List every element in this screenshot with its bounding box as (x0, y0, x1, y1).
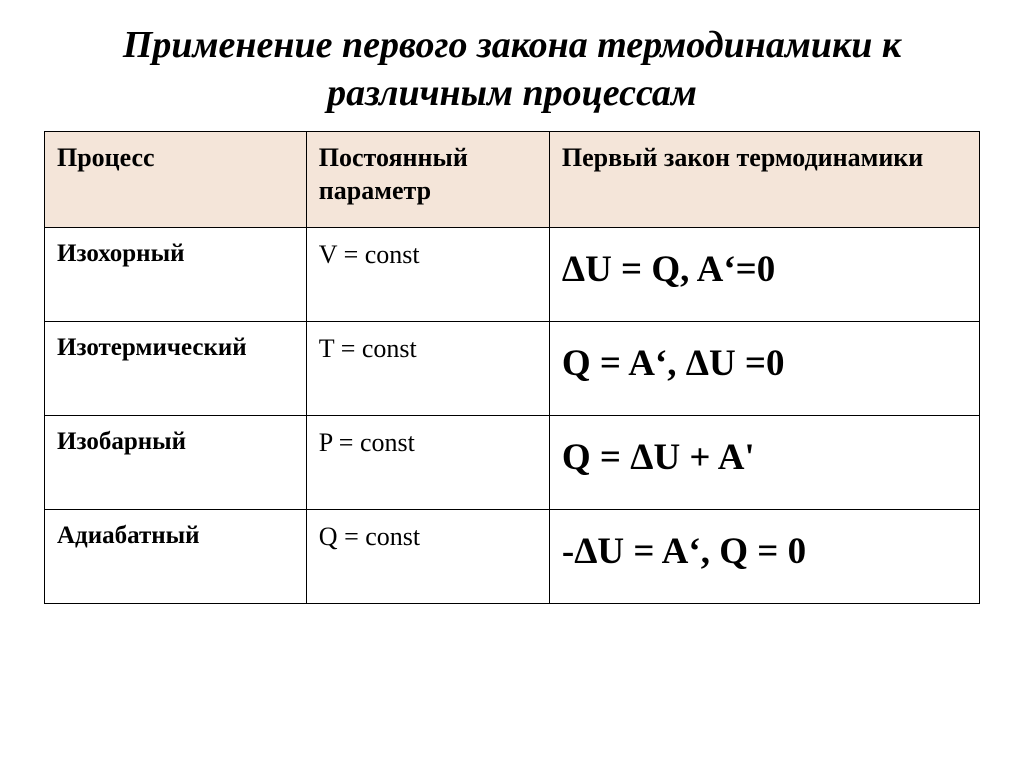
cell-law: Q = ΔU + A' (549, 416, 979, 510)
cell-process: Изотермический (45, 322, 307, 416)
cell-process: Изохорный (45, 228, 307, 322)
table-row: Адиабатный Q = const -ΔU = A‘, Q = 0 (45, 510, 980, 604)
table-row: Изобарный P = const Q = ΔU + A' (45, 416, 980, 510)
cell-law: Q = A‘, ΔU =0 (549, 322, 979, 416)
cell-law: -ΔU = A‘, Q = 0 (549, 510, 979, 604)
page-title: Применение первого закона термодинамики … (44, 22, 980, 117)
col-header-law: Первый закон термодинамики (549, 132, 979, 228)
table-row: Изотермический T = const Q = A‘, ΔU =0 (45, 322, 980, 416)
cell-param: V = const (306, 228, 549, 322)
cell-process: Изобарный (45, 416, 307, 510)
table-header-row: Процесс Постоянный параметр Первый закон… (45, 132, 980, 228)
cell-law: ΔU = Q, A‘=0 (549, 228, 979, 322)
col-header-param: Постоянный параметр (306, 132, 549, 228)
thermo-table: Процесс Постоянный параметр Первый закон… (44, 131, 980, 604)
cell-param: T = const (306, 322, 549, 416)
slide-page: Применение первого закона термодинамики … (0, 0, 1024, 644)
cell-process: Адиабатный (45, 510, 307, 604)
cell-param: P = const (306, 416, 549, 510)
col-header-process: Процесс (45, 132, 307, 228)
table-row: Изохорный V = const ΔU = Q, A‘=0 (45, 228, 980, 322)
cell-param: Q = const (306, 510, 549, 604)
